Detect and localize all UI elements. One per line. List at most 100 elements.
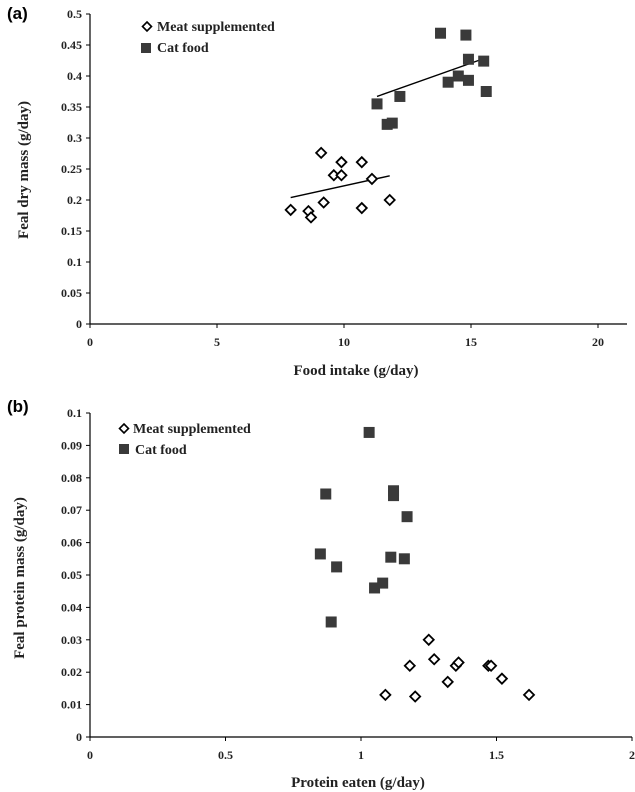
y-tick-label: 0.03: [61, 633, 82, 647]
panel-a-y-axis-title: Feal dry mass (g/day): [16, 101, 32, 239]
panel-b-chart: (b) Protein eaten (g/day) Feal protein m…: [7, 397, 635, 791]
panel-b-y-ticks: 0 0.01 0.02 0.03 0.04 0.05 0.06 0.07 0.08 0.09 0.1: [61, 406, 90, 744]
meat-supplemented-point: [452, 656, 465, 669]
panel-a-chart: (a) Food intake (g/day) Feal dry mass (g…: [7, 4, 627, 379]
panel-a-legend: Meat supplemented Cat food: [141, 20, 275, 56]
meat-supplemented-point: [314, 146, 328, 160]
panel-a-legend-cat: Cat food: [157, 41, 209, 56]
panel-b-label: (b): [7, 397, 29, 416]
y-tick-label: 0.5: [67, 7, 82, 21]
y-tick-label: 0.1: [67, 255, 82, 269]
meat-supplemented-point: [403, 659, 417, 672]
cat-food-point: [325, 616, 337, 628]
cat-food-point: [452, 70, 464, 82]
y-tick-label: 0.1: [67, 406, 82, 420]
x-tick-label: 2: [629, 748, 635, 762]
cat-food-point: [462, 53, 474, 65]
y-tick-label: 0.2: [67, 193, 82, 207]
meat-supplemented-point: [304, 211, 318, 224]
legend-diamond-marker: [118, 422, 130, 435]
legend-diamond-marker: [141, 20, 153, 33]
y-tick-label: 0.05: [61, 286, 82, 300]
y-tick-label: 0.25: [61, 162, 82, 176]
y-tick-label: 0.05: [61, 568, 82, 582]
x-tick-label: 1: [358, 748, 364, 762]
y-tick-label: 0.06: [61, 536, 82, 550]
cat-food-point: [331, 561, 343, 573]
y-tick-label: 0.45: [61, 38, 82, 52]
meat-supplemented-point: [335, 155, 348, 169]
y-tick-label: 0.09: [61, 438, 82, 452]
cat-food-point: [363, 426, 375, 438]
legend-square-marker: [119, 444, 129, 454]
cat-food-point: [394, 90, 406, 102]
meat-supplemented-point: [422, 633, 436, 647]
x-tick-label: 20: [592, 335, 604, 349]
meat-supplemented-point: [495, 672, 509, 685]
cat-food-point: [377, 577, 389, 589]
y-tick-label: 0.15: [61, 224, 82, 238]
y-tick-label: 0.08: [61, 471, 82, 485]
meat-supplemented-point: [383, 193, 396, 207]
legend-square-marker: [141, 43, 151, 53]
meat-supplemented-point: [522, 688, 536, 702]
meat-supplemented-point: [355, 155, 369, 169]
x-tick-label: 0: [87, 335, 93, 349]
y-tick-label: 0.35: [61, 100, 82, 114]
cat-food-point: [369, 582, 381, 594]
cat-food-point: [462, 74, 474, 86]
x-tick-label: 10: [338, 335, 350, 349]
cat-food-point: [478, 55, 490, 67]
meat-supplemented-point: [355, 201, 369, 215]
panel-a-y-ticks: 0 0.05 0.1 0.15 0.2 0.25 0.3 0.35 0.4 0.45 0.5: [61, 7, 90, 331]
y-tick-label: 0.07: [61, 503, 82, 517]
cat-food-point: [388, 490, 400, 502]
panel-b-y-axis-title: Feal protein mass (g/day): [12, 497, 28, 659]
panel-b-x-ticks: 0 0.5 1 1.5 2: [87, 737, 635, 762]
cat-food-point: [435, 27, 447, 39]
meat-supplemented-point: [317, 196, 330, 209]
cat-trendline: [376, 57, 484, 98]
panel-a-legend-meat: Meat supplemented: [157, 20, 275, 35]
cat-food-point: [460, 29, 472, 41]
panel-b-x-axis-title: Protein eaten (g/day): [291, 775, 425, 791]
x-tick-label: 1.5: [489, 748, 504, 762]
panel-b-legend-meat: Meat supplemented: [133, 422, 251, 437]
x-tick-label: 0.5: [218, 748, 233, 762]
y-tick-label: 0.02: [61, 665, 82, 679]
y-tick-label: 0: [76, 730, 82, 744]
cat-food-point: [401, 511, 413, 523]
meat-supplemented-point: [484, 659, 498, 672]
meat-supplemented-point: [441, 675, 454, 689]
meat-supplemented-point: [284, 203, 297, 217]
x-tick-label: 5: [214, 335, 220, 349]
cat-food-point: [385, 551, 397, 563]
panel-b-legend: Meat supplemented Cat food: [118, 422, 251, 458]
meat-supplemented-point: [408, 690, 422, 703]
panel-b-legend-cat: Cat food: [135, 443, 187, 458]
y-tick-label: 0: [76, 317, 82, 331]
cat-food-point: [442, 76, 454, 88]
cat-food-point: [386, 117, 398, 129]
y-tick-label: 0.3: [67, 131, 82, 145]
panel-a-label: (a): [7, 4, 28, 23]
y-tick-label: 0.4: [67, 69, 82, 83]
meat-supplemented-point: [335, 168, 348, 182]
cat-food-point: [314, 548, 326, 560]
meat-supplemented-point: [365, 172, 379, 186]
panel-a-x-axis-title: Food intake (g/day): [293, 363, 418, 379]
x-tick-label: 15: [465, 335, 477, 349]
panel-a-points: [284, 27, 492, 224]
y-tick-label: 0.04: [61, 600, 82, 614]
meat-supplemented-point: [427, 652, 441, 666]
y-tick-label: 0.01: [61, 698, 82, 712]
x-tick-label: 0: [87, 748, 93, 762]
cat-food-point: [480, 86, 492, 97]
cat-food-point: [371, 98, 383, 110]
cat-food-point: [320, 488, 332, 500]
panel-a-x-ticks: 0 5 10 15 20: [87, 324, 604, 349]
panel-b-points: [314, 426, 536, 703]
cat-food-point: [398, 553, 410, 565]
meat-supplemented-point: [379, 688, 392, 702]
